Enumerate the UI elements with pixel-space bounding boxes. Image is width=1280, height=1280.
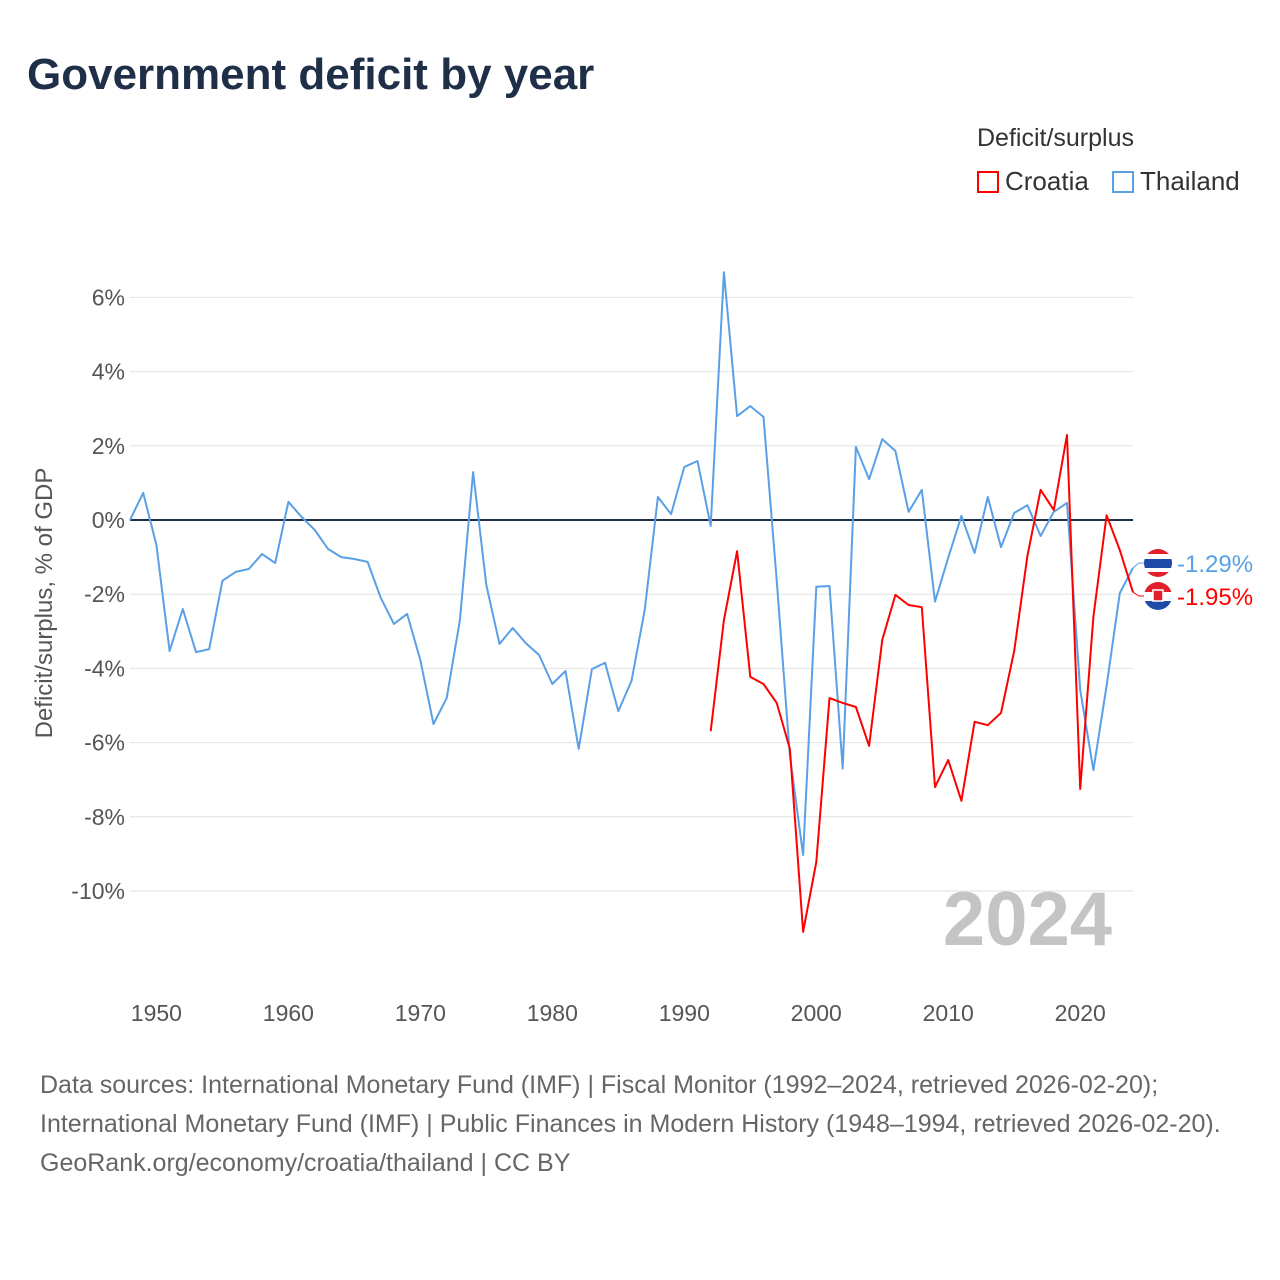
- leader-line: [1132, 562, 1145, 569]
- y-tick-label: 4%: [92, 359, 125, 385]
- y-axis: 6% 4% 2% 0% -2% -4% -6% -8% -10%: [71, 284, 125, 904]
- footer: Data sources: International Monetary Fun…: [40, 1066, 1240, 1183]
- year-watermark: 2024: [943, 877, 1112, 962]
- series-lines: [129, 271, 1134, 933]
- flag-thailand-icon: [1144, 549, 1172, 577]
- y-tick-label: -4%: [84, 655, 125, 681]
- legend-label-thailand: Thailand: [1140, 166, 1240, 196]
- legend-label-croatia: Croatia: [1005, 166, 1089, 196]
- flag-body: [1144, 582, 1172, 610]
- source-link[interactable]: GeoRank.org/economy/croatia/thailand | C…: [40, 1149, 571, 1177]
- flag-stripe: [1144, 549, 1172, 554]
- flag-stripe: [1144, 601, 1172, 610]
- x-tick-label: 2000: [791, 1000, 842, 1026]
- end-labels: -1.29% -1.95%: [1132, 549, 1253, 611]
- y-tick-label: -2%: [84, 581, 125, 607]
- y-tick-label: 2%: [92, 433, 125, 459]
- end-label-thailand: -1.29%: [1177, 551, 1253, 578]
- flag-stripe: [1144, 559, 1172, 568]
- x-tick-label: 1960: [263, 1000, 314, 1026]
- flag-stripe: [1144, 572, 1172, 577]
- x-tick-label: 1970: [395, 1000, 446, 1026]
- series-line-croatia: [709, 434, 1134, 933]
- y-tick-label: 0%: [92, 507, 125, 533]
- flag-stripe: [1144, 582, 1172, 592]
- x-tick-label: 2020: [1055, 1000, 1106, 1026]
- flag-checker: [1152, 589, 1164, 602]
- series-line-thailand: [129, 271, 1134, 856]
- x-tick-label: 1990: [659, 1000, 710, 1026]
- legend-title: Deficit/surplus: [977, 124, 1134, 152]
- y-tick-label: -6%: [84, 730, 125, 756]
- flag-body: [1144, 549, 1172, 577]
- end-label-croatia: -1.95%: [1177, 584, 1253, 611]
- data-sources: Data sources: International Monetary Fun…: [40, 1071, 1221, 1138]
- x-axis: 1950 1960 1970 1980 1990 2000 2010 2020: [131, 1000, 1106, 1026]
- legend-swatch-croatia: [977, 170, 999, 193]
- y-tick-label: 6%: [92, 284, 125, 310]
- line-chart: 6% 4% 2% 0% -2% -4% -6% -8% -10% 1950 1960 1970 198…: [31, 271, 1253, 1026]
- flag-stripe: [1144, 568, 1172, 572]
- x-tick-label: 1980: [527, 1000, 578, 1026]
- grid: [130, 296, 1133, 892]
- leader-line: [1132, 591, 1145, 597]
- flag-stripe: [1144, 554, 1172, 559]
- x-tick-label: 2010: [923, 1000, 974, 1026]
- y-tick-label: -8%: [84, 804, 125, 830]
- legend-item-croatia[interactable]: Croatia: [977, 166, 1089, 197]
- legend-item-thailand[interactable]: Thailand: [1112, 166, 1240, 197]
- legend-swatch-thailand: [1112, 170, 1134, 193]
- chart-title: Government deficit by year: [27, 50, 595, 99]
- y-axis-label: Deficit/surplus, % of GDP: [31, 468, 58, 739]
- flag-croatia-icon: [1144, 582, 1172, 610]
- x-tick-label: 1950: [131, 1000, 182, 1026]
- y-tick-label: -10%: [71, 878, 125, 904]
